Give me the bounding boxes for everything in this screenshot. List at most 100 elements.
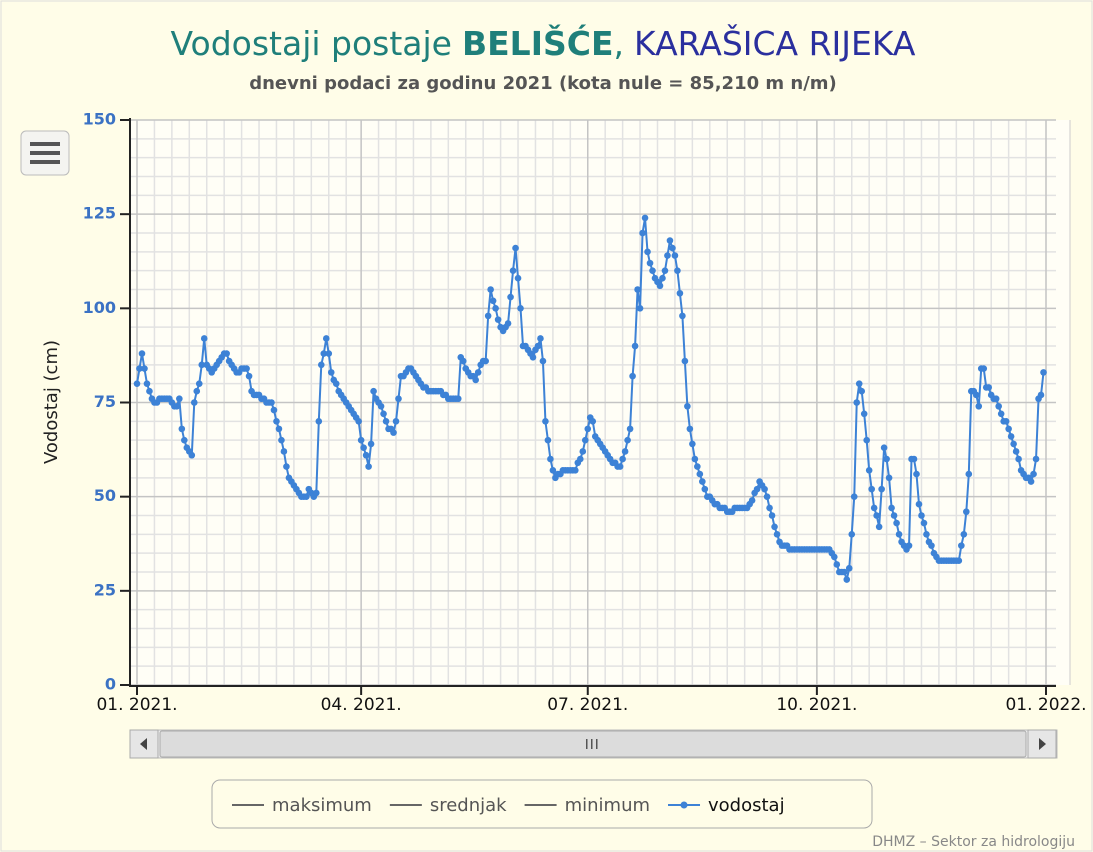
data-point	[332, 380, 340, 387]
data-point	[671, 252, 679, 259]
data-point	[763, 493, 771, 500]
data-point	[669, 244, 676, 252]
data-point	[691, 455, 699, 463]
data-point	[133, 380, 141, 387]
legend-item[interactable]: maksimum	[232, 795, 372, 816]
data-point	[694, 463, 701, 470]
data-point	[845, 564, 853, 572]
data-point	[355, 418, 362, 425]
data-point	[190, 399, 198, 406]
data-point	[534, 342, 542, 350]
data-point	[1040, 369, 1047, 376]
data-point	[542, 418, 549, 425]
data-point	[514, 274, 522, 282]
data-point	[980, 365, 988, 372]
menu-button[interactable]	[20, 130, 70, 176]
series-group	[133, 214, 1047, 584]
data-point	[392, 418, 400, 425]
data-point	[910, 455, 918, 463]
credits: DHMZ – Sektor za hidrologiju	[872, 834, 1075, 850]
data-point	[273, 418, 280, 425]
data-point	[193, 387, 201, 395]
data-point	[915, 500, 923, 508]
data-point	[320, 350, 328, 357]
legend-label: maksimum	[272, 795, 372, 816]
data-point	[997, 410, 1005, 418]
data-point	[923, 531, 930, 538]
data-point	[509, 267, 517, 274]
data-point	[1015, 455, 1022, 463]
x-tick-label: 07. 2021.	[547, 695, 628, 715]
data-point	[888, 504, 895, 512]
chart-title: Vodostaji postaje BELIŠĆE, KARAŠICA RIJEKA	[171, 23, 916, 63]
data-point	[325, 350, 333, 357]
data-point	[489, 297, 497, 305]
x-tick-label: 10. 2021.	[776, 695, 857, 715]
scrollbar[interactable]	[129, 729, 1058, 759]
data-point	[875, 523, 883, 531]
y-tick-label: 75	[94, 392, 116, 411]
data-point	[928, 542, 935, 549]
data-point	[860, 410, 868, 418]
data-point	[890, 512, 898, 519]
data-point	[659, 274, 666, 282]
data-point	[863, 436, 870, 444]
data-point	[878, 485, 885, 493]
data-point	[958, 542, 965, 549]
x-tick-label: 01. 2022.	[1005, 695, 1086, 715]
data-point	[771, 523, 778, 531]
data-point	[833, 561, 841, 568]
data-point	[395, 395, 402, 403]
data-point	[549, 467, 557, 474]
title-lead: Vodostaji postaje	[171, 24, 452, 63]
data-point	[895, 531, 903, 538]
data-point	[649, 267, 656, 274]
data-point	[245, 372, 253, 380]
data-point	[773, 531, 781, 538]
data-point	[317, 361, 325, 369]
data-point	[955, 557, 963, 564]
data-point	[370, 387, 377, 395]
x-tick-label: 01. 2021.	[96, 695, 177, 715]
data-point	[840, 568, 848, 576]
data-point	[492, 305, 499, 312]
legend-label: minimum	[565, 795, 650, 816]
data-point	[1010, 440, 1017, 448]
y-tick-label: 50	[94, 486, 116, 505]
title-separator: ,	[614, 24, 625, 63]
legend-item[interactable]: minimum	[524, 795, 650, 816]
data-point	[920, 519, 928, 527]
data-point	[584, 425, 592, 433]
data-point	[512, 244, 519, 252]
legend-item[interactable]: srednjak	[389, 795, 507, 816]
data-point	[880, 444, 888, 452]
data-point	[753, 485, 761, 493]
data-point	[579, 448, 587, 455]
data-point	[868, 485, 875, 493]
data-point	[679, 312, 686, 320]
data-point	[188, 451, 196, 459]
data-point	[873, 512, 880, 519]
data-point	[181, 436, 188, 444]
data-point	[985, 384, 993, 391]
data-point	[143, 380, 151, 387]
data-point	[504, 320, 512, 327]
data-point	[858, 387, 866, 395]
data-point	[173, 402, 181, 410]
data-point	[136, 365, 143, 372]
data-point	[893, 519, 900, 527]
data-point	[303, 493, 310, 500]
data-point	[1005, 425, 1012, 433]
data-point	[322, 335, 330, 342]
data-point	[547, 455, 554, 463]
data-point	[176, 395, 183, 403]
y-axis-title: Vodostaj (cm)	[41, 340, 62, 464]
data-point	[831, 553, 838, 561]
data-point	[865, 467, 873, 474]
data-point	[1030, 470, 1037, 478]
data-point	[268, 399, 275, 406]
data-point	[327, 369, 335, 376]
data-point	[146, 387, 153, 395]
legend-item[interactable]: vodostaj	[668, 795, 785, 816]
data-point	[905, 542, 913, 549]
